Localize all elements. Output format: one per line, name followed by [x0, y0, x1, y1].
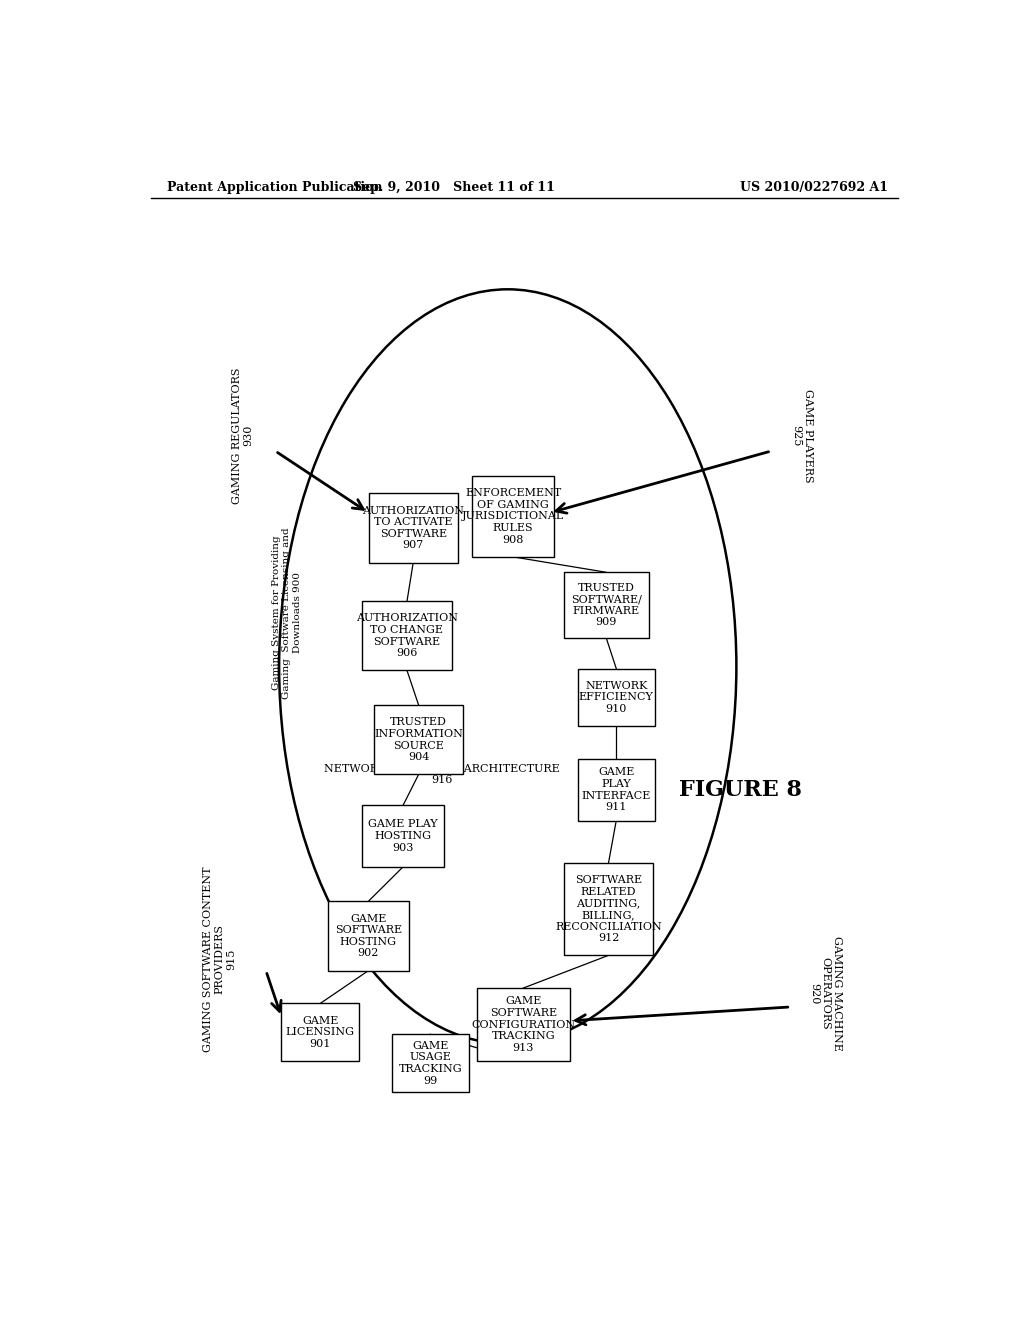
- Text: Sep. 9, 2010   Sheet 11 of 11: Sep. 9, 2010 Sheet 11 of 11: [352, 181, 554, 194]
- Text: TRUSTED
INFORMATION
SOURCE
904: TRUSTED INFORMATION SOURCE 904: [374, 717, 463, 762]
- Text: GAMING SOFTWARE CONTENT
PROVIDERS
915: GAMING SOFTWARE CONTENT PROVIDERS 915: [203, 866, 237, 1052]
- Bar: [578, 668, 655, 726]
- Text: NETWORK HARDWARE/ARCHITECTURE
916: NETWORK HARDWARE/ARCHITECTURE 916: [324, 763, 560, 785]
- Bar: [563, 573, 649, 638]
- Bar: [282, 1003, 359, 1061]
- Text: NETWORK
EFFICIENCY
910: NETWORK EFFICIENCY 910: [579, 681, 653, 714]
- Bar: [328, 902, 409, 970]
- Text: Gaming System for Providing
Gaming  Software Licensing and
Downloads 900: Gaming System for Providing Gaming Softw…: [272, 527, 302, 698]
- Bar: [477, 989, 569, 1061]
- Text: TRUSTED
SOFTWARE/
FIRMWARE
909: TRUSTED SOFTWARE/ FIRMWARE 909: [570, 582, 642, 627]
- Bar: [362, 601, 452, 671]
- Bar: [374, 705, 463, 775]
- Text: Patent Application Publication: Patent Application Publication: [167, 181, 382, 194]
- Text: US 2010/0227692 A1: US 2010/0227692 A1: [739, 181, 888, 194]
- Text: GAMING REGULATORS
930: GAMING REGULATORS 930: [231, 367, 254, 504]
- Text: GAME PLAYERS
925: GAME PLAYERS 925: [792, 389, 813, 482]
- Text: AUTHORIZATION
TO ACTIVATE
SOFTWARE
907: AUTHORIZATION TO ACTIVATE SOFTWARE 907: [362, 506, 464, 550]
- Text: SOFTWARE
RELATED
AUDITING,
BILLING,
RECONCILIATION
912: SOFTWARE RELATED AUDITING, BILLING, RECO…: [555, 875, 662, 944]
- Text: GAME
SOFTWARE
HOSTING
902: GAME SOFTWARE HOSTING 902: [335, 913, 401, 958]
- Text: AUTHORIZATION
TO CHANGE
SOFTWARE
906: AUTHORIZATION TO CHANGE SOFTWARE 906: [356, 614, 458, 659]
- Bar: [369, 494, 458, 562]
- Text: GAME
USAGE
TRACKING
99: GAME USAGE TRACKING 99: [398, 1040, 462, 1085]
- Text: FIGURE 8: FIGURE 8: [679, 779, 802, 801]
- Text: GAME
LICENSING
901: GAME LICENSING 901: [286, 1016, 354, 1049]
- Text: GAME
PLAY
INTERFACE
911: GAME PLAY INTERFACE 911: [582, 767, 651, 812]
- Bar: [578, 759, 655, 821]
- Text: GAMING MACHINE
OPERATORS
920: GAMING MACHINE OPERATORS 920: [809, 936, 842, 1051]
- Bar: [472, 477, 554, 557]
- Bar: [564, 863, 653, 956]
- Bar: [362, 805, 443, 867]
- Text: ENFORCEMENT
OF GAMING
JURISDICTIONAL
RULES
908: ENFORCEMENT OF GAMING JURISDICTIONAL RUL…: [462, 488, 564, 545]
- Text: GAME
SOFTWARE
CONFIGURATION
TRACKING
913: GAME SOFTWARE CONFIGURATION TRACKING 913: [471, 997, 575, 1053]
- Text: GAME PLAY
HOSTING
903: GAME PLAY HOSTING 903: [369, 820, 438, 853]
- Bar: [391, 1035, 469, 1092]
